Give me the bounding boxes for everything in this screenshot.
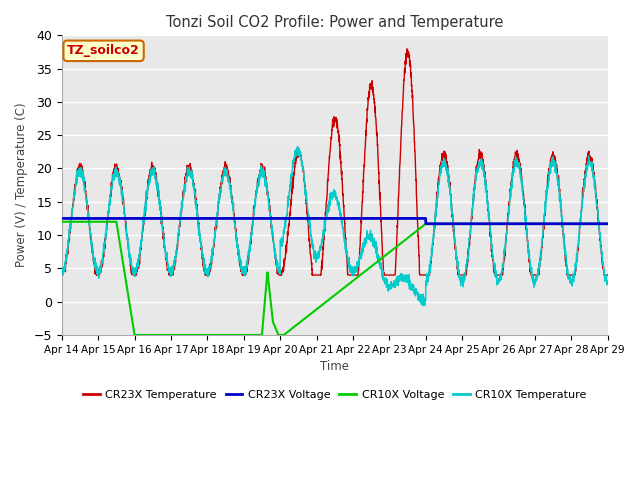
Legend: CR23X Temperature, CR23X Voltage, CR10X Voltage, CR10X Temperature: CR23X Temperature, CR23X Voltage, CR10X …	[79, 385, 591, 404]
Y-axis label: Power (V) / Temperature (C): Power (V) / Temperature (C)	[15, 103, 28, 267]
Title: Tonzi Soil CO2 Profile: Power and Temperature: Tonzi Soil CO2 Profile: Power and Temper…	[166, 15, 504, 30]
Text: TZ_soilco2: TZ_soilco2	[67, 44, 140, 57]
X-axis label: Time: Time	[320, 360, 349, 373]
